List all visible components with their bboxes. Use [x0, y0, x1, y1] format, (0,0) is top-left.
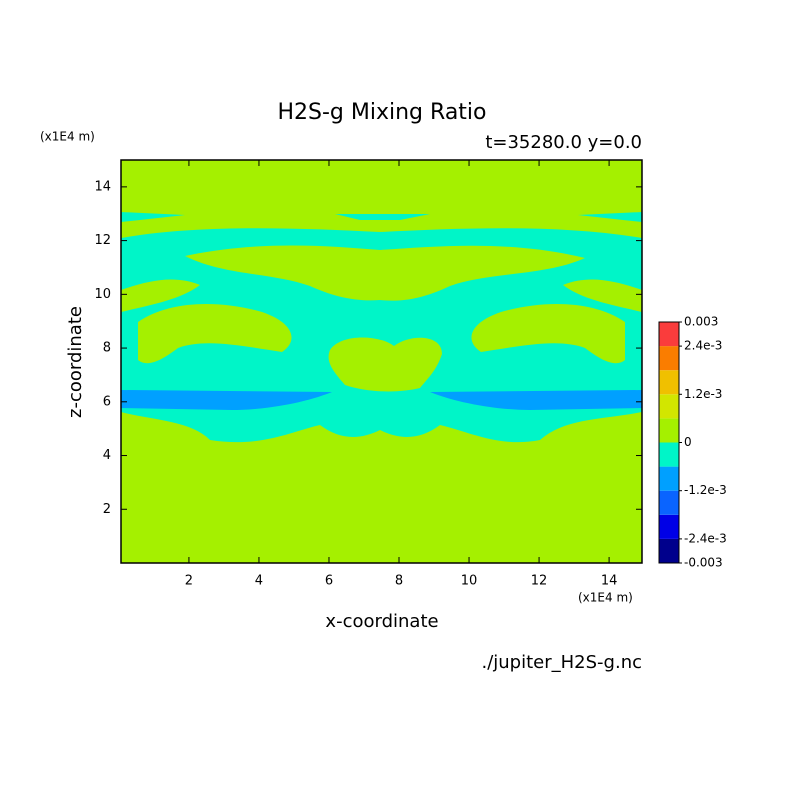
- contour-region: [121, 228, 642, 443]
- colorbar-segment: [659, 346, 679, 371]
- contour-region: [121, 212, 185, 222]
- colorbar-tick-label: 0.003: [684, 315, 718, 329]
- contour-region: [471, 303, 625, 364]
- contour-region: [121, 390, 332, 410]
- x-tick-label: 8: [395, 574, 403, 589]
- y-tick-label: 4: [103, 448, 111, 463]
- colorbar-segment: [659, 514, 679, 539]
- colorbar-tick-label: -2.4e-3: [684, 531, 727, 545]
- colorbar-tick-label: -0.003: [684, 556, 723, 570]
- contour-region: [121, 279, 200, 312]
- x-tick-label: 6: [325, 574, 333, 589]
- x-unit: (x1E4 m): [578, 591, 633, 605]
- y-tick-label: 10: [94, 287, 111, 302]
- source-file: ./jupiter_H2S-g.nc: [481, 652, 642, 673]
- x-tick-label: 4: [255, 574, 263, 589]
- colorbar-segment: [659, 442, 679, 467]
- contour-region: [430, 390, 642, 410]
- y-unit: (x1E4 m): [40, 130, 95, 144]
- colorbar-segment: [659, 370, 679, 395]
- colorbar-segment: [659, 490, 679, 515]
- y-tick-label: 14: [94, 179, 111, 194]
- x-tick-label: 14: [601, 574, 618, 589]
- colorbar-segment: [659, 418, 679, 443]
- contour-region: [138, 303, 292, 364]
- chart-title: H2S-g Mixing Ratio: [277, 100, 486, 125]
- y-tick-label: 8: [103, 341, 111, 356]
- colorbar-tick-label: 2.4e-3: [684, 339, 722, 353]
- x-axis-label: x-coordinate: [325, 611, 438, 632]
- chart-subtitle: t=35280.0 y=0.0: [485, 132, 642, 153]
- y-tick-label: 12: [94, 233, 111, 248]
- contour-region: [578, 212, 642, 222]
- colorbar-segment: [659, 394, 679, 419]
- contour-region: [328, 337, 442, 392]
- contour-field: [121, 160, 642, 563]
- colorbar-tick-label: 0: [684, 435, 692, 449]
- x-tick-label: 12: [531, 574, 548, 589]
- contour-region: [335, 214, 430, 220]
- colorbar-tick-label: 1.2e-3: [684, 387, 722, 401]
- contour-region: [185, 245, 585, 301]
- y-tick-label: 2: [103, 502, 111, 517]
- colorbar-tick-label: -1.2e-3: [684, 483, 727, 497]
- colorbar-segment: [659, 322, 679, 347]
- contour-region: [563, 279, 642, 312]
- y-tick-label: 6: [103, 394, 111, 409]
- plot-frame: [120, 159, 643, 564]
- x-tick-label: 10: [461, 574, 478, 589]
- y-axis-label: z-coordinate: [65, 306, 86, 418]
- colorbar-segment: [659, 538, 679, 563]
- x-tick-label: 2: [185, 574, 193, 589]
- colorbar-segment: [659, 466, 679, 491]
